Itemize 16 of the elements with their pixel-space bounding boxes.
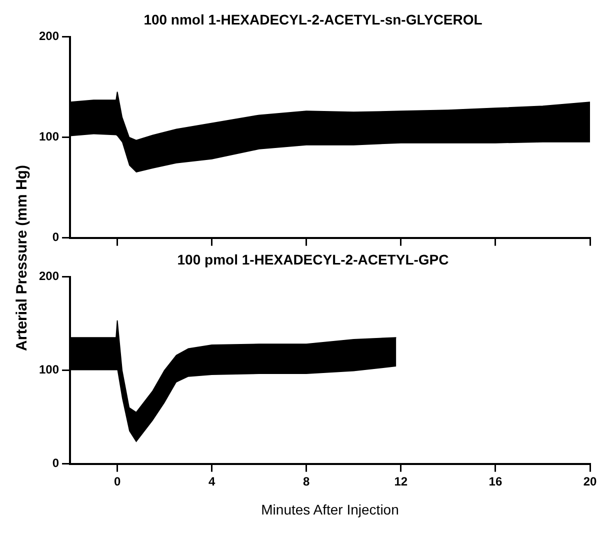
- y-tick-label: 0: [52, 456, 60, 470]
- y-axis-title: Arterial Pressure (mm Hg): [14, 165, 30, 351]
- y-tick-label: 200: [38, 29, 60, 44]
- x-tick-label: 8: [303, 474, 310, 488]
- x-tick-label: 0: [114, 474, 121, 488]
- y-tick-label: 0: [52, 230, 60, 244]
- x-tick-label: 12: [394, 474, 408, 488]
- x-axis-title: Minutes After Injection: [261, 501, 399, 518]
- chart-title: 100 nmol 1-HEXADECYL-2-ACETYL-sn-GLYCEROL: [144, 11, 483, 28]
- y-tick-label: 100: [38, 130, 60, 144]
- y-tick-label: 100: [38, 362, 60, 377]
- x-tick-label: 16: [488, 474, 502, 488]
- y-tick-label: 200: [38, 269, 60, 284]
- x-tick-label: 20: [583, 474, 597, 488]
- chart-title: 100 pmol 1-HEXADECYL-2-ACETYL-GPC: [177, 251, 449, 268]
- x-tick-label: 4: [208, 474, 216, 488]
